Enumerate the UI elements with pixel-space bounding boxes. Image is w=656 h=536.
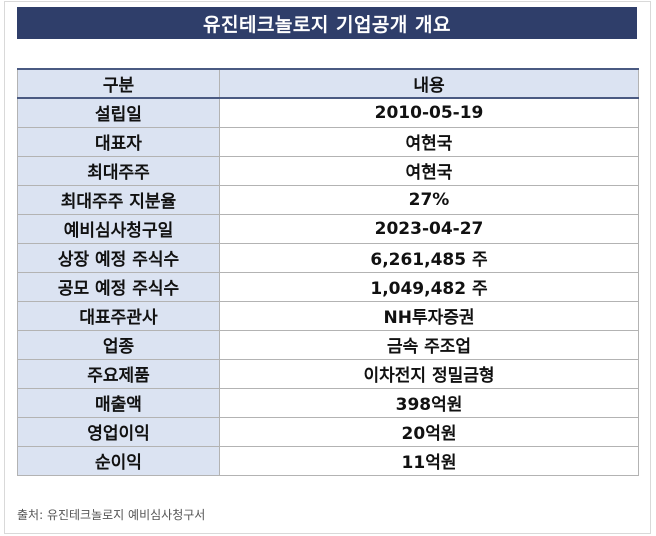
row-label: 최대주주	[17, 155, 220, 186]
row-value: 27%	[219, 184, 639, 215]
row-label: 상장 예정 주식수	[17, 242, 220, 273]
row-label: 최대주주 지분율	[17, 184, 220, 215]
table-row: 예비심사청구일 2023-04-27	[17, 213, 639, 244]
row-label: 대표자	[17, 126, 220, 157]
table-row: 상장 예정 주식수 6,261,485 주	[17, 242, 639, 273]
table-row: 설립일 2010-05-19	[17, 97, 639, 128]
table-row: 업종 금속 주조업	[17, 329, 639, 360]
row-label: 매출액	[17, 387, 220, 418]
table-row: 순이익 11억원	[17, 445, 639, 476]
header-category: 구분	[17, 68, 220, 99]
table-row: 매출액 398억원	[17, 387, 639, 418]
table-row: 최대주주 지분율 27%	[17, 184, 639, 215]
row-value: 1,049,482 주	[219, 271, 639, 302]
page-title: 유진테크놀로지 기업공개 개요	[17, 7, 637, 39]
row-value: 6,261,485 주	[219, 242, 639, 273]
row-value: 398억원	[219, 387, 639, 418]
content-frame	[4, 1, 651, 534]
row-label: 대표주관사	[17, 300, 220, 331]
header-content: 내용	[219, 68, 639, 99]
row-value: 20억원	[219, 416, 639, 447]
row-value: 여현국	[219, 155, 639, 186]
table-row: 주요제품 이차전지 정밀금형	[17, 358, 639, 389]
row-label: 설립일	[17, 97, 220, 128]
table-row: 대표자 여현국	[17, 126, 639, 157]
row-label: 예비심사청구일	[17, 213, 220, 244]
row-value: 11억원	[219, 445, 639, 476]
source-caption: 출처: 유진테크놀로지 예비심사청구서	[17, 508, 206, 522]
row-label: 업종	[17, 329, 220, 360]
table-row: 공모 예정 주식수 1,049,482 주	[17, 271, 639, 302]
table-row: 대표주관사 NH투자증권	[17, 300, 639, 331]
table-row: 영업이익 20억원	[17, 416, 639, 447]
row-value: 이차전지 정밀금형	[219, 358, 639, 389]
row-label: 순이익	[17, 445, 220, 476]
row-value: 여현국	[219, 126, 639, 157]
row-label: 영업이익	[17, 416, 220, 447]
row-value: 2023-04-27	[219, 213, 639, 244]
row-label: 주요제품	[17, 358, 220, 389]
row-value: NH투자증권	[219, 300, 639, 331]
table-header-row: 구분 내용	[17, 68, 639, 99]
row-value: 금속 주조업	[219, 329, 639, 360]
table-row: 최대주주 여현국	[17, 155, 639, 186]
ipo-overview-table: 구분 내용 설립일 2010-05-19 대표자 여현국 최대주주 여현국 최대…	[17, 68, 639, 476]
row-value: 2010-05-19	[219, 97, 639, 128]
row-label: 공모 예정 주식수	[17, 271, 220, 302]
